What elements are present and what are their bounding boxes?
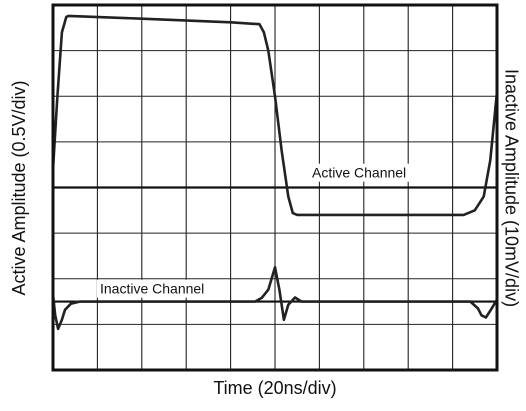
series-label: Inactive Channel (100, 281, 204, 297)
y-axis-label: Active Amplitude (0.5V/div) (9, 80, 29, 295)
label-background (309, 163, 410, 182)
series-line (51, 14, 499, 217)
y2-axis-label: Inactive Amplitude (10mV/div) (501, 69, 521, 307)
label-background (97, 279, 208, 298)
series-line (51, 266, 499, 331)
x-axis-label: Time (20ns/div) (213, 378, 336, 398)
series-label: Active Channel (312, 165, 406, 181)
plot-frame (51, 3, 499, 372)
